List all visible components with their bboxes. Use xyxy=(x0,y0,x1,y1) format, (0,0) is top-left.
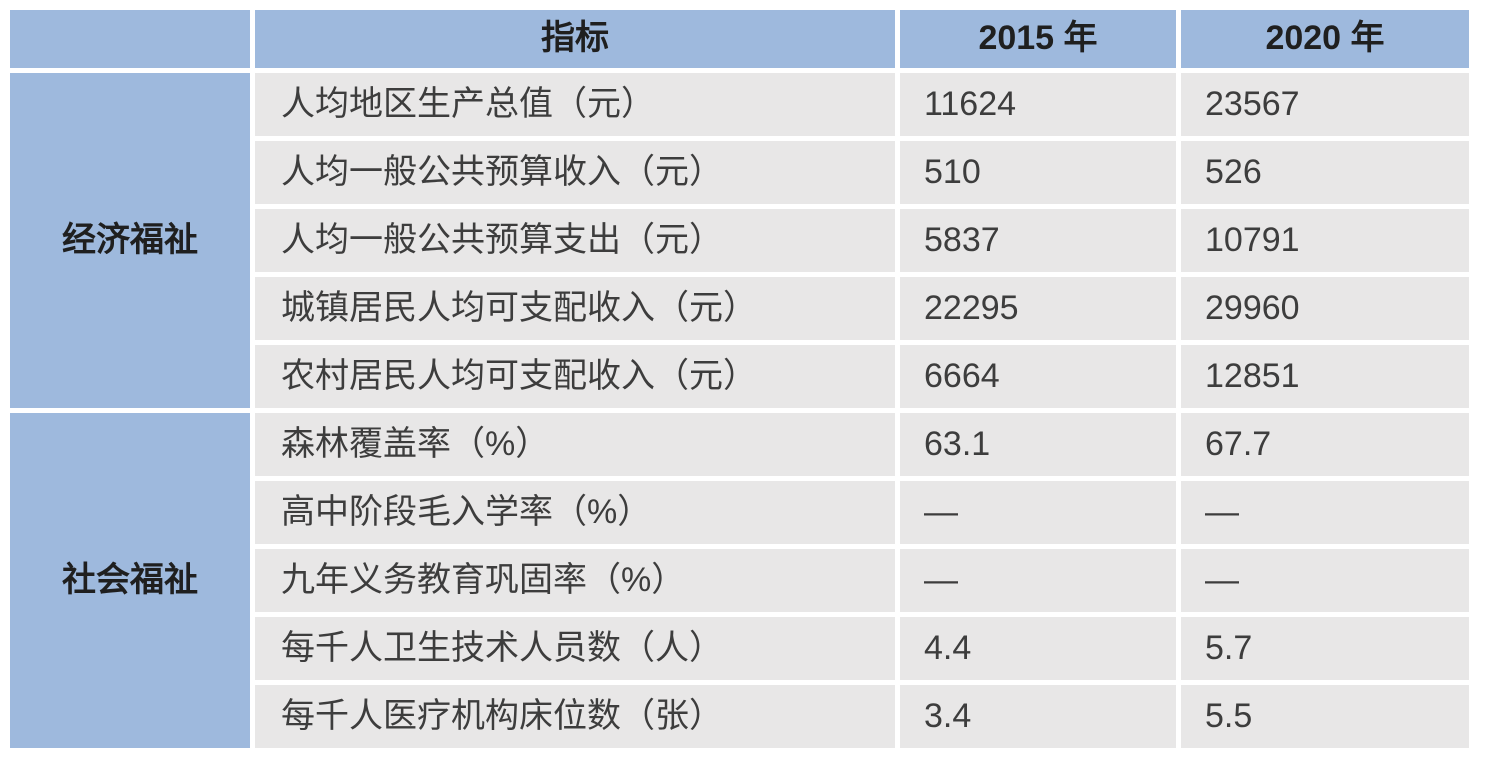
indicator-cell: 九年义务教育巩固率（%） xyxy=(255,549,895,612)
header-cell-group xyxy=(10,10,250,68)
value-cell-2015: — xyxy=(900,481,1176,544)
indicator-cell: 高中阶段毛入学率（%） xyxy=(255,481,895,544)
table-row: 每千人医疗机构床位数（张） 3.4 5.5 xyxy=(10,685,1469,748)
value-cell-2015: 5837 xyxy=(900,209,1176,272)
value-cell-2020: 12851 xyxy=(1181,345,1469,408)
value-cell-2020: — xyxy=(1181,481,1469,544)
table-row: 社会福祉 森林覆盖率（%） 63.1 67.7 xyxy=(10,413,1469,748)
indicator-cell: 每千人卫生技术人员数（人） xyxy=(255,617,895,680)
value-cell-2020: 29960 xyxy=(1181,277,1469,340)
indicator-cell: 城镇居民人均可支配收入（元） xyxy=(255,277,895,340)
value-cell-2015: 510 xyxy=(900,141,1176,204)
table-row: 九年义务教育巩固率（%） — — xyxy=(10,549,1469,612)
indicator-cell: 农村居民人均可支配收入（元） xyxy=(255,345,895,408)
table-row: 每千人卫生技术人员数（人） 4.4 5.7 xyxy=(10,617,1469,680)
header-cell-2020: 2020 年 xyxy=(1181,10,1469,68)
indicator-cell: 人均一般公共预算收入（元） xyxy=(255,141,895,204)
value-cell-2015: 6664 xyxy=(900,345,1176,408)
value-cell-2020: — xyxy=(1181,549,1469,612)
value-cell-2015: 4.4 xyxy=(900,617,1176,680)
value-cell-2015: 11624 xyxy=(900,73,1176,136)
value-cell-2020: 23567 xyxy=(1181,73,1469,136)
value-cell-2015: — xyxy=(900,549,1176,612)
table-header-row: 指标 2015 年 2020 年 xyxy=(10,10,1469,68)
value-cell-2015: 3.4 xyxy=(900,685,1176,748)
table-row: 人均一般公共预算收入（元） 510 526 xyxy=(10,141,1469,204)
indicator-cell: 人均一般公共预算支出（元） xyxy=(255,209,895,272)
indicator-cell: 人均地区生产总值（元） xyxy=(255,73,895,136)
header-cell-2015: 2015 年 xyxy=(900,10,1176,68)
value-cell-2020: 10791 xyxy=(1181,209,1469,272)
welfare-indicators-table: 指标 2015 年 2020 年 经济福祉 人均地区生产总值（元） 11624 … xyxy=(5,5,1474,753)
value-cell-2020: 5.7 xyxy=(1181,617,1469,680)
table-row: 高中阶段毛入学率（%） — — xyxy=(10,481,1469,544)
group-cell-economic-welfare: 经济福祉 xyxy=(10,73,250,408)
group-cell-social-welfare: 社会福祉 xyxy=(10,413,250,748)
table-row: 人均一般公共预算支出（元） 5837 10791 xyxy=(10,209,1469,272)
header-cell-indicator: 指标 xyxy=(255,10,895,68)
table-row: 农村居民人均可支配收入（元） 6664 12851 xyxy=(10,345,1469,408)
indicator-cell: 每千人医疗机构床位数（张） xyxy=(255,685,895,748)
table-row: 经济福祉 人均地区生产总值（元） 11624 23567 xyxy=(10,73,1469,408)
value-cell-2015: 63.1 xyxy=(900,413,1176,476)
table-row: 城镇居民人均可支配收入（元） 22295 29960 xyxy=(10,277,1469,340)
indicator-cell: 森林覆盖率（%） xyxy=(255,413,895,476)
value-cell-2020: 526 xyxy=(1181,141,1469,204)
value-cell-2020: 67.7 xyxy=(1181,413,1469,476)
value-cell-2020: 5.5 xyxy=(1181,685,1469,748)
value-cell-2015: 22295 xyxy=(900,277,1176,340)
